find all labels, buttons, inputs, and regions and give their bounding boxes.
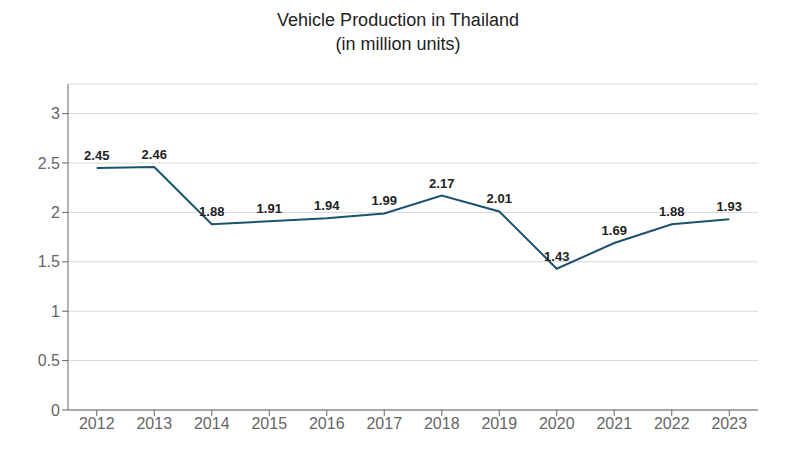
svg-text:2017: 2017 bbox=[366, 415, 402, 432]
svg-text:2: 2 bbox=[51, 204, 60, 221]
svg-text:2.5: 2.5 bbox=[38, 155, 60, 172]
svg-text:2.17: 2.17 bbox=[429, 176, 454, 191]
svg-text:3: 3 bbox=[51, 105, 60, 122]
svg-text:0.5: 0.5 bbox=[38, 352, 60, 369]
svg-text:1.43: 1.43 bbox=[544, 249, 569, 264]
svg-text:1.99: 1.99 bbox=[372, 193, 397, 208]
svg-text:2023: 2023 bbox=[711, 415, 747, 432]
svg-text:2019: 2019 bbox=[481, 415, 517, 432]
svg-text:1.69: 1.69 bbox=[602, 223, 627, 238]
svg-text:1.5: 1.5 bbox=[38, 253, 60, 270]
svg-text:2021: 2021 bbox=[596, 415, 632, 432]
svg-text:0: 0 bbox=[51, 402, 60, 419]
svg-text:2.01: 2.01 bbox=[487, 191, 512, 206]
svg-text:1.94: 1.94 bbox=[314, 198, 340, 213]
svg-text:1.91: 1.91 bbox=[257, 201, 282, 216]
svg-text:2018: 2018 bbox=[424, 415, 460, 432]
svg-text:1.88: 1.88 bbox=[199, 204, 224, 219]
svg-text:2016: 2016 bbox=[309, 415, 345, 432]
svg-text:1.88: 1.88 bbox=[659, 204, 684, 219]
svg-text:2022: 2022 bbox=[654, 415, 690, 432]
svg-text:2020: 2020 bbox=[539, 415, 575, 432]
svg-text:2013: 2013 bbox=[136, 415, 172, 432]
svg-text:1.93: 1.93 bbox=[717, 199, 742, 214]
svg-text:2012: 2012 bbox=[79, 415, 115, 432]
svg-text:1: 1 bbox=[51, 303, 60, 320]
svg-text:2.46: 2.46 bbox=[142, 147, 167, 162]
html-text:Vehicle Production in Thailand: Vehicle Production in Thailand (in milli… bbox=[277, 10, 519, 54]
svg-text:2.45: 2.45 bbox=[84, 148, 109, 163]
svg-text:2014: 2014 bbox=[194, 415, 230, 432]
svg-text:2015: 2015 bbox=[251, 415, 287, 432]
